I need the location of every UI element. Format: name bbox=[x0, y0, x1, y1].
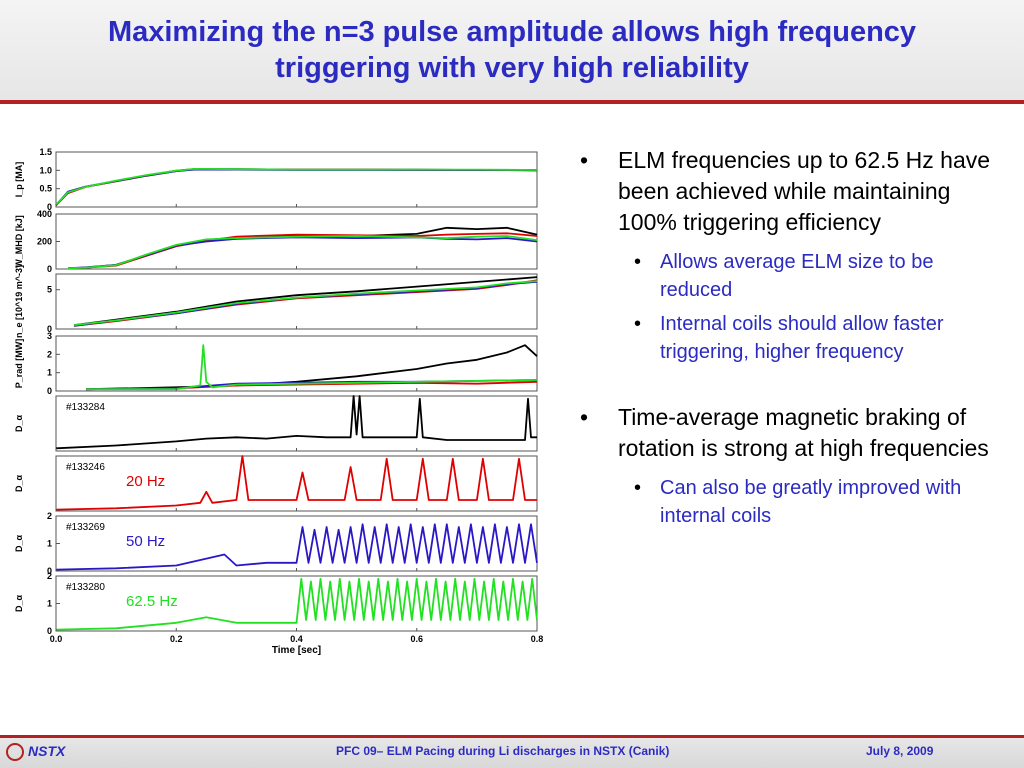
y-axis-label: P_rad [MW] bbox=[14, 339, 24, 389]
shot-label: #133280 bbox=[66, 582, 105, 593]
series-line bbox=[73, 280, 538, 326]
bullet-dot: • bbox=[580, 147, 589, 173]
sub-bullet-text: Allows average ELM size to be reduced bbox=[660, 251, 934, 301]
title-line-2: triggering with very high reliability bbox=[275, 52, 749, 84]
footer-logo-text: NSTX bbox=[28, 743, 66, 759]
y-tick-label: 0 bbox=[47, 386, 52, 396]
bullet-dot: • bbox=[634, 313, 642, 335]
bullet-text: Time-average magnetic braking of rotatio… bbox=[618, 404, 989, 461]
y-tick-label: 3 bbox=[47, 331, 52, 341]
bullet-list: • ELM frequencies up to 62.5 Hz have been… bbox=[578, 145, 998, 536]
y-tick-label: 0 bbox=[47, 324, 52, 334]
sub-bullet-text: Can also be greatly improved with intern… bbox=[660, 477, 962, 527]
x-tick-label: 0.0 bbox=[50, 634, 63, 644]
y-tick-label: 0 bbox=[47, 264, 52, 274]
frequency-label: 50 Hz bbox=[126, 533, 165, 550]
y-tick-label: 2 bbox=[47, 511, 52, 521]
series-line bbox=[55, 167, 538, 206]
x-tick-label: 0.8 bbox=[531, 634, 544, 644]
series-line bbox=[55, 577, 538, 631]
sub-bullet-item: • Can also be greatly improved with inter… bbox=[578, 474, 998, 530]
frequency-label: 62.5 Hz bbox=[126, 593, 178, 610]
footer-divider bbox=[0, 735, 1024, 738]
shot-label: #133284 bbox=[66, 402, 105, 413]
y-tick-label: 1 bbox=[47, 539, 52, 549]
x-tick-label: 0.2 bbox=[170, 634, 183, 644]
shot-label: #133269 bbox=[66, 522, 105, 533]
y-tick-label: 5 bbox=[47, 285, 52, 295]
bullet-text: ELM frequencies up to 62.5 Hz have been … bbox=[618, 147, 991, 235]
x-tick-label: 0.4 bbox=[290, 634, 303, 644]
bullet-dot: • bbox=[634, 251, 642, 273]
footer-date: July 8, 2009 bbox=[866, 744, 934, 758]
y-tick-label: 200 bbox=[37, 237, 52, 247]
y-axis-label: I_p [MA] bbox=[14, 162, 24, 198]
y-tick-label: 1 bbox=[47, 368, 52, 378]
panel-frame bbox=[55, 151, 538, 208]
sub-bullet-item: • Internal coils should allow faster trig… bbox=[578, 310, 998, 366]
y-tick-label: 1 bbox=[47, 599, 52, 609]
y-axis-label: D_α bbox=[14, 535, 24, 553]
bullet-item: • ELM frequencies up to 62.5 Hz have been… bbox=[578, 145, 998, 238]
x-tick-label: 0.6 bbox=[410, 634, 423, 644]
footer: NSTX PFC 09– ELM Pacing during Li discha… bbox=[0, 735, 1024, 768]
x-axis-label: Time [sec] bbox=[272, 645, 321, 656]
title-bar: Maximizing the n=3 pulse amplitude allow… bbox=[0, 0, 1024, 100]
series-line bbox=[55, 455, 537, 511]
title-line-1: Maximizing the n=3 pulse amplitude allow… bbox=[107, 16, 917, 48]
y-tick-label: 2 bbox=[47, 571, 52, 581]
slide-title: Maximizing the n=3 pulse amplitude allow… bbox=[20, 14, 1004, 86]
y-tick-label: 1.0 bbox=[39, 165, 52, 175]
y-axis-label: D_α bbox=[14, 475, 24, 493]
sub-bullet-text: Internal coils should allow faster trigg… bbox=[660, 313, 944, 363]
y-axis-label: W_MHD [kJ] bbox=[14, 215, 24, 268]
title-divider bbox=[0, 100, 1024, 104]
panel-frame bbox=[55, 395, 538, 452]
series-line bbox=[67, 235, 538, 270]
y-tick-label: 0.5 bbox=[39, 184, 52, 194]
sub-bullet-item: • Allows average ELM size to be reduced bbox=[578, 248, 998, 304]
shot-label: #133246 bbox=[66, 462, 105, 473]
y-tick-label: 0 bbox=[47, 202, 52, 212]
y-tick-label: 2 bbox=[47, 349, 52, 359]
y-tick-label: 1.5 bbox=[39, 147, 52, 157]
series-line bbox=[55, 523, 538, 571]
bullet-dot: • bbox=[634, 477, 642, 499]
y-tick-label: 400 bbox=[37, 209, 52, 219]
y-axis-label: D_α bbox=[14, 595, 24, 613]
bullet-item: • Time-average magnetic braking of rotati… bbox=[578, 402, 998, 464]
y-axis-label: D_α bbox=[14, 415, 24, 433]
bullet-dot: • bbox=[580, 404, 589, 430]
nstx-logo-icon bbox=[6, 743, 24, 761]
frequency-label: 20 Hz bbox=[126, 473, 165, 490]
series-line bbox=[86, 344, 538, 391]
y-axis-label: n_e [10^19 m^-3] bbox=[14, 265, 24, 338]
series-line bbox=[55, 395, 537, 450]
y-tick-label: 0 bbox=[47, 626, 52, 636]
y-tick-label: 0 bbox=[47, 566, 52, 576]
footer-caption: PFC 09– ELM Pacing during Li discharges … bbox=[336, 744, 670, 758]
